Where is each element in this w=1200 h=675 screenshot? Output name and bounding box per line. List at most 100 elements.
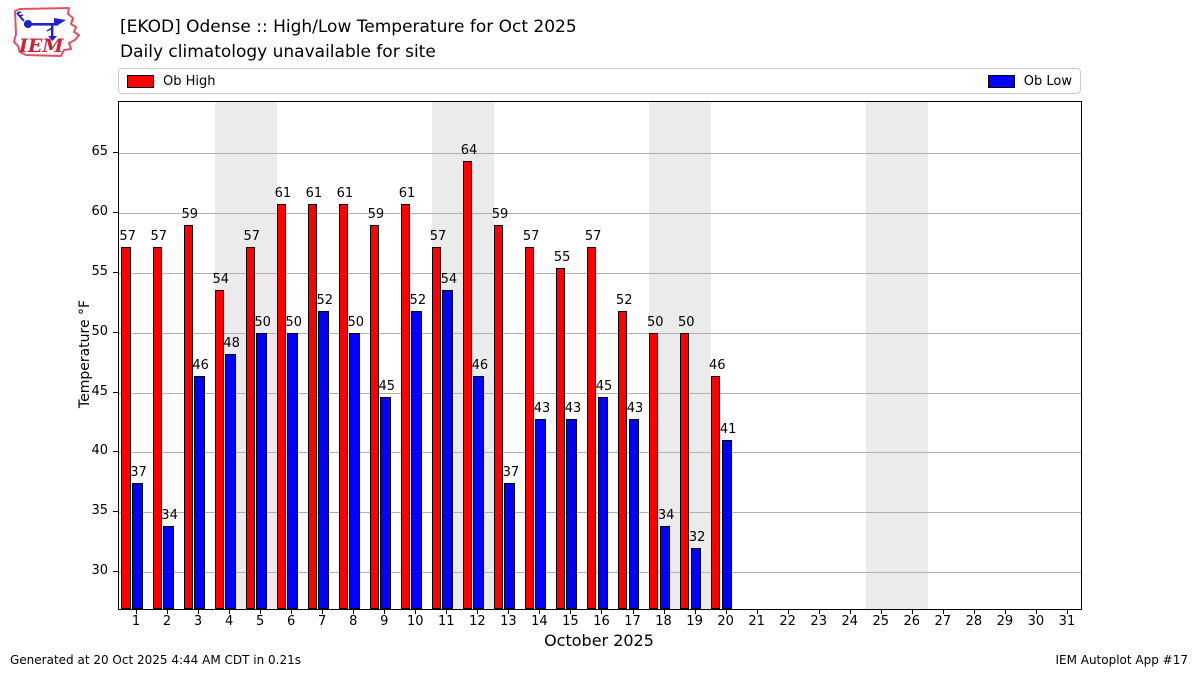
iem-logo: IEM <box>13 7 80 57</box>
bar-high-day-8 <box>338 203 348 609</box>
bar-label-high-day-17: 52 <box>615 293 633 309</box>
x-tickmark <box>632 609 634 614</box>
bar-label-high-day-16: 57 <box>584 228 602 244</box>
legend-item-high: Ob High <box>127 74 216 89</box>
bar-label-high-day-20: 46 <box>709 357 726 373</box>
bar-label-high-day-9: 59 <box>367 207 385 223</box>
bar-high-day-17 <box>617 311 628 609</box>
y-tick-label: 35 <box>91 503 108 519</box>
bar-label-low-day-3: 46 <box>192 357 209 373</box>
x-tickmark <box>260 609 262 614</box>
bar-label-low-day-11: 54 <box>440 271 458 287</box>
bar-low-day-16 <box>597 397 609 609</box>
bar-low-day-10 <box>411 311 422 609</box>
iem-logo-text: IEM <box>18 35 64 57</box>
bar-label-high-day-6: 61 <box>274 185 292 201</box>
bar-label-low-day-9: 45 <box>378 379 396 395</box>
bar-label-low-day-14: 43 <box>533 400 551 416</box>
x-tickmark <box>725 609 727 614</box>
bar-low-day-11 <box>442 289 453 609</box>
x-tick-label: 26 <box>903 614 921 629</box>
x-tickmark <box>880 609 882 614</box>
bar-label-high-day-11: 57 <box>429 228 447 244</box>
bar-low-day-9 <box>380 397 391 609</box>
chart-title: [EKOD] Odense :: High/Low Temperature fo… <box>120 17 577 37</box>
bar-high-day-7 <box>307 203 317 609</box>
bar-label-low-day-17: 43 <box>626 400 644 416</box>
bar-label-high-day-3: 59 <box>181 207 199 223</box>
x-tick-label: 14 <box>531 614 548 629</box>
legend: Ob High Ob Low <box>118 68 1081 94</box>
y-tickmark <box>113 331 118 333</box>
bar-label-high-day-19: 50 <box>677 314 695 330</box>
x-axis-label: October 2025 <box>544 631 654 650</box>
bar-high-day-11 <box>431 246 442 609</box>
bar-label-high-day-12: 64 <box>460 142 478 158</box>
x-tick-label: 8 <box>349 614 358 629</box>
x-tick-label: 2 <box>162 614 172 629</box>
bar-label-low-day-10: 52 <box>409 293 427 309</box>
x-tickmark <box>353 609 355 614</box>
x-tickmark <box>167 609 169 614</box>
x-tick-label: 5 <box>255 614 265 629</box>
bar-label-high-day-14: 57 <box>522 228 540 244</box>
x-tickmark <box>787 609 789 614</box>
x-tickmark <box>477 609 479 614</box>
x-tickmark <box>601 609 603 614</box>
weekend-band <box>866 102 929 609</box>
x-tick-label: 28 <box>965 614 983 629</box>
bar-label-low-day-18: 34 <box>657 508 675 524</box>
bar-high-day-3 <box>183 225 193 609</box>
x-tick-label: 23 <box>810 614 827 629</box>
x-tickmark <box>911 609 913 614</box>
bar-label-high-day-8: 61 <box>336 185 354 201</box>
bar-high-day-18 <box>649 332 659 609</box>
bar-low-day-15 <box>566 418 578 609</box>
x-tick-label: 17 <box>624 614 641 629</box>
bar-high-day-15 <box>555 268 566 609</box>
bar-high-day-16 <box>586 246 597 609</box>
bar-label-high-day-2: 57 <box>150 228 167 244</box>
y-tickmark <box>113 391 118 393</box>
chart-subtitle: Daily climatology unavailable for site <box>120 42 436 62</box>
x-tickmark <box>942 609 944 614</box>
bar-label-low-day-5: 50 <box>254 314 271 330</box>
bar-high-day-6 <box>276 203 286 609</box>
bar-low-day-18 <box>659 526 671 609</box>
gridline <box>119 213 1081 215</box>
bar-high-day-13 <box>493 225 504 609</box>
x-tick-label: 9 <box>380 614 389 629</box>
bar-low-day-4 <box>225 354 236 609</box>
legend-label-low: Ob Low <box>1023 73 1072 89</box>
bar-label-low-day-6: 50 <box>285 314 302 330</box>
x-tickmark <box>1004 609 1006 614</box>
bar-high-day-2 <box>152 246 162 609</box>
x-tickmark <box>570 609 572 614</box>
bar-high-day-1 <box>121 246 131 609</box>
x-tickmark <box>818 609 820 614</box>
x-tick-label: 30 <box>1027 614 1045 629</box>
gridline <box>119 332 1081 334</box>
y-tickmark <box>113 212 118 214</box>
bar-low-day-3 <box>194 375 205 609</box>
bar-label-high-day-15: 55 <box>553 250 571 266</box>
bar-low-day-7 <box>318 311 329 609</box>
bar-low-day-19 <box>690 548 702 609</box>
bar-high-day-5 <box>245 246 255 609</box>
bar-high-day-12 <box>462 160 473 609</box>
bar-label-high-day-13: 59 <box>491 207 509 223</box>
bar-low-day-13 <box>504 483 515 609</box>
x-tickmark <box>694 609 696 614</box>
y-tickmark <box>113 511 118 513</box>
x-tickmark <box>508 609 510 614</box>
bar-low-day-5 <box>256 332 267 609</box>
y-tick-label: 65 <box>91 144 108 160</box>
x-tick-label: 29 <box>996 614 1014 629</box>
x-tickmark <box>229 609 231 614</box>
bar-label-high-day-4: 54 <box>212 271 230 287</box>
x-tickmark <box>849 609 851 614</box>
x-tick-label: 1 <box>131 614 141 629</box>
x-tickmark <box>291 609 293 614</box>
x-tickmark <box>135 609 137 614</box>
